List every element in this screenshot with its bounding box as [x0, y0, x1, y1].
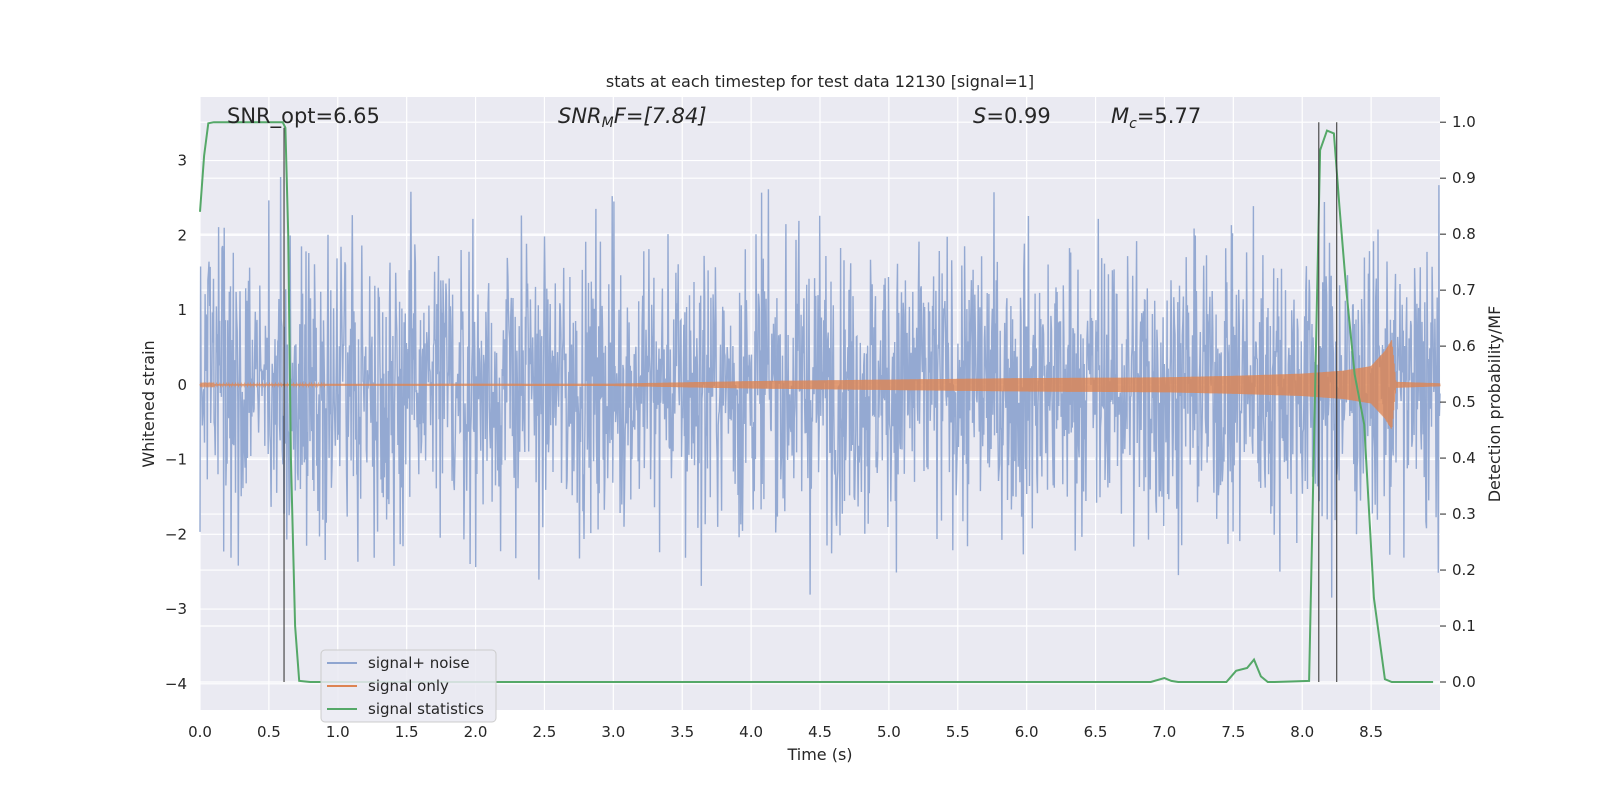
- x-tick-label: 8.5: [1359, 723, 1383, 741]
- legend-label-signal-noise: signal+ noise: [368, 654, 470, 672]
- mc-symbol: M: [1111, 104, 1129, 128]
- signal-statistics-line: [199, 121, 1434, 683]
- y-tick-label: −1: [165, 451, 187, 469]
- y2-tick-label: 0.6: [1452, 337, 1476, 355]
- x-tick-labels: 0.0 0.5 1.0 1.5 2.0 2.5 3.0 3.5 4.0 4.5 5.0 5.5 6.0 6…: [188, 723, 1383, 741]
- x-tick-label: 4.5: [808, 723, 832, 741]
- mc-annotation: Mc=5.77: [1111, 104, 1201, 132]
- s-symbol: S: [973, 104, 986, 128]
- x-tick-label: 0.0: [188, 723, 212, 741]
- snr-mf-rest-italic: F=[7.84]: [614, 104, 707, 128]
- y-tick-label: −2: [165, 525, 187, 543]
- y-tick-label: −3: [165, 600, 187, 618]
- y-tick-label: 2: [177, 226, 187, 244]
- y2-axis-label: Detection probability/MF: [1485, 306, 1504, 503]
- signal-only-line: [199, 340, 1441, 429]
- y-tick-label: 0: [177, 376, 187, 394]
- legend: signal+ noise signal only signal statist…: [320, 649, 497, 723]
- y-axis-label: Whitened strain: [139, 340, 158, 467]
- signal-statistics-series: [199, 121, 1434, 683]
- x-tick-label: 6.5: [1084, 723, 1108, 741]
- x-tick-label: 6.0: [1015, 723, 1039, 741]
- snr-mf-sub: M: [602, 115, 614, 131]
- x-tick-label: 2.0: [464, 723, 488, 741]
- legend-label-signal-statistics: signal statistics: [368, 700, 484, 718]
- vertical-markers: [283, 122, 1338, 683]
- y2-tick-label: 0.7: [1452, 281, 1476, 299]
- mc-value: =5.77: [1137, 104, 1201, 128]
- x-tick-label: 3.5: [670, 723, 694, 741]
- y2-tick-label: 0.9: [1452, 169, 1476, 187]
- y-tick-label: 3: [177, 152, 187, 170]
- chart-title: stats at each timestep for test data 121…: [606, 72, 1034, 91]
- signal-only-series: [199, 340, 1441, 429]
- y-tick-label: −4: [165, 675, 187, 693]
- s-annotation: S=0.99: [973, 104, 1051, 128]
- y2-tick-label: 0.8: [1452, 225, 1476, 243]
- x-tick-label: 7.5: [1221, 723, 1245, 741]
- y2-tick-label: 0.0: [1452, 673, 1476, 691]
- y2-tick-label: 0.4: [1452, 449, 1476, 467]
- legend-box: [320, 649, 497, 723]
- y-tick-label: 1: [177, 301, 187, 319]
- signal-noise-series: [199, 176, 1441, 598]
- x-tick-label: 1.0: [326, 723, 350, 741]
- s-value: =0.99: [986, 104, 1050, 128]
- snr-opt-annotation: SNR_opt=6.65: [227, 104, 380, 129]
- x-tick-label: 2.5: [533, 723, 557, 741]
- mc-sub: c: [1129, 116, 1137, 132]
- x-tick-label: 1.5: [395, 723, 419, 741]
- y2-tick-label: 0.1: [1452, 617, 1476, 635]
- y2-tick-label: 1.0: [1452, 113, 1476, 131]
- x-axis-label: Time (s): [786, 745, 852, 764]
- y2-tick-label: 0.2: [1452, 561, 1476, 579]
- x-tick-label: 8.0: [1290, 723, 1314, 741]
- x-tick-label: 4.0: [739, 723, 763, 741]
- x-tick-label: 3.0: [601, 723, 625, 741]
- y-tick-labels: 3 2 1 0 −1 −2 −3 −4: [165, 152, 187, 693]
- y2-tick-labels: 1.0 0.9 0.8 0.7 0.6 0.5 0.4 0.3 0.2 0.1 0.0: [1440, 113, 1476, 691]
- x-tick-label: 7.0: [1153, 723, 1177, 741]
- snr-mf-base: SNR: [558, 104, 602, 128]
- x-tick-label: 5.0: [877, 723, 901, 741]
- snr-mf-annotation: SNRMF=[7.84]: [558, 104, 707, 131]
- y2-tick-label: 0.5: [1452, 393, 1476, 411]
- legend-label-signal-only: signal only: [368, 677, 449, 695]
- y2-tick-label: 0.3: [1452, 505, 1476, 523]
- x-tick-label: 5.5: [946, 723, 970, 741]
- signal-noise-line: [199, 176, 1441, 598]
- x-tick-label: 0.5: [257, 723, 281, 741]
